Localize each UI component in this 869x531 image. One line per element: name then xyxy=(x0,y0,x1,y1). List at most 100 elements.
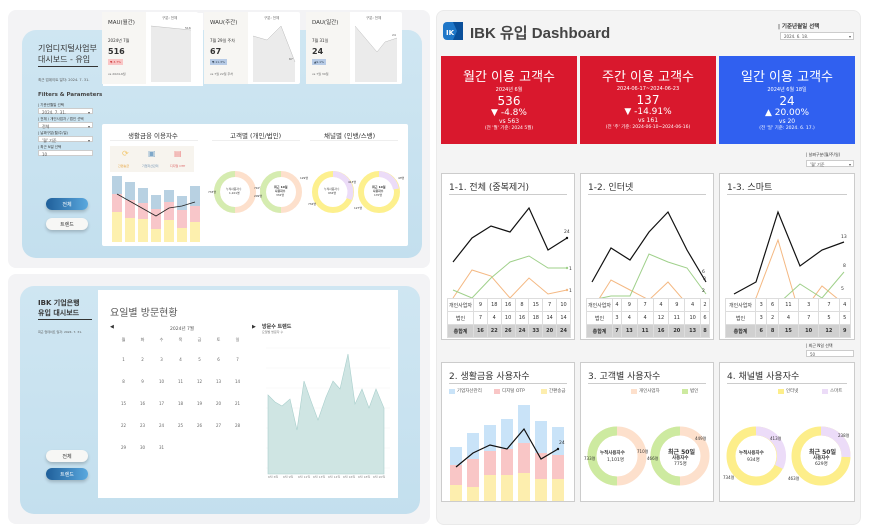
calendar-day[interactable]: 30 xyxy=(139,444,146,450)
calendar-day[interactable]: 24 xyxy=(158,422,165,428)
chevron-down-icon: ▾ xyxy=(848,162,851,167)
svg-text:8: 8 xyxy=(843,263,846,269)
weekday: 화 xyxy=(140,337,145,342)
customer-donut-recent xyxy=(260,171,302,213)
donut-center-value: 1,101명 xyxy=(607,458,625,463)
date-filter-select[interactable]: 2024. 6. 18. ▾ xyxy=(780,32,854,40)
all-button[interactable]: 전체 xyxy=(46,450,88,462)
calendar-day[interactable]: 17 xyxy=(158,400,165,406)
svg-text:6월 20일: 6월 20일 xyxy=(373,474,385,478)
calendar-day[interactable]: 3 xyxy=(160,356,163,362)
calendar-day[interactable]: 21 xyxy=(234,400,241,406)
row-label: 총합계 xyxy=(725,324,756,338)
donut-center-value: 170명 xyxy=(374,193,382,197)
calendar-day[interactable]: 8 xyxy=(122,378,125,384)
kpi-value: 536 xyxy=(497,94,521,108)
filter-date-select[interactable]: 2024. 7. 31. ▾ xyxy=(38,108,93,115)
calendar-day[interactable]: 1 xyxy=(122,356,125,362)
trend-button[interactable]: 트렌드 xyxy=(46,468,88,480)
calendar-day[interactable]: 16 xyxy=(139,400,146,406)
channel-donut-recent xyxy=(358,171,400,213)
updated-date: 최근 업데이트 일자: 2024. 7. 31. xyxy=(38,78,90,82)
calendar-day[interactable]: 6 xyxy=(217,356,220,362)
donut-center-label: 사용자수 xyxy=(373,189,384,193)
donut-left-label: 209명 xyxy=(254,194,262,198)
filter-label-type: | 전체 / 개인사업자 / 법인 선택 xyxy=(38,117,84,121)
donut-center-label: 누적사용자수 xyxy=(324,187,340,191)
calendar-day[interactable]: 23 xyxy=(139,422,146,428)
donut-center-label: 최근 50일 xyxy=(668,449,695,456)
calendar-day[interactable]: 15 xyxy=(120,400,127,406)
otp-icon: ▤ xyxy=(174,149,182,158)
donut-left-label: 734명 xyxy=(308,202,316,206)
period-filter-select[interactable]: '월' 기준 ▾ xyxy=(806,160,854,167)
kpi-monthly-users: 월간 이용 고객수 2024년 6월 536 ▼ -4.8% vs 563 (전… xyxy=(441,56,577,144)
legend-otp: 디지털 OTP xyxy=(494,388,525,394)
recent-filter-input[interactable]: 50 xyxy=(806,350,854,357)
donut-right-label: 710명 xyxy=(637,449,649,454)
calendar-week: 15 16 17 18 19 20 21 xyxy=(114,392,247,414)
panel-channel-users: 4. 채널별 사용자수 인터넷 스마트 누적사용자수 934명 734명 413… xyxy=(719,362,855,502)
calendar-day[interactable]: 7 xyxy=(236,356,239,362)
kpi-period: 2024년 6월 18일 xyxy=(767,87,807,93)
filter-recent-input[interactable]: 10 xyxy=(38,150,93,157)
donut-right-label: 413명 xyxy=(348,180,356,184)
kpi-vs: vs 20 xyxy=(778,118,796,125)
calendar-day[interactable]: 12 xyxy=(196,378,203,384)
all-button[interactable]: 전체 xyxy=(46,198,88,210)
kpi-legend: 구분: 전체 xyxy=(264,16,280,20)
row-label: 개인사업자 xyxy=(447,298,474,312)
legend-smart: 스마트 xyxy=(822,388,842,394)
calendar-day[interactable]: 25 xyxy=(177,422,184,428)
kpi-vs: vs 563 xyxy=(498,118,520,125)
calendar-day[interactable]: 13 xyxy=(215,378,222,384)
legend-juridical: 법인 xyxy=(682,388,698,394)
calendar-day[interactable]: 18 xyxy=(177,400,184,406)
row-label: 법인 xyxy=(447,311,474,325)
calendar-day[interactable]: 26 xyxy=(196,422,203,428)
date-filter-value: 2024. 6. 18. xyxy=(784,34,809,39)
kpi-period: 2024년 6월 xyxy=(495,87,523,93)
customer-donut-recent xyxy=(650,426,710,486)
calendar-day[interactable]: 20 xyxy=(215,400,222,406)
calendar-prev-button[interactable]: ◀ xyxy=(110,324,114,330)
donut-center-label: 최근 50일 xyxy=(809,449,836,456)
panel-finance-users: 2. 생활금융 사용자수 기업자산관리 디지털 OTP 간편송금 24 xyxy=(441,362,575,502)
calendar-day[interactable]: 2 xyxy=(141,356,144,362)
calendar-day[interactable]: 14 xyxy=(234,378,241,384)
filter-period-select[interactable]: '월' 기준 ▾ xyxy=(38,136,93,143)
filter-type-select[interactable]: 전체 ▾ xyxy=(38,122,93,129)
panel-total: 1-1. 전체 (중복제거) 24 14 10 개인사업자91816815710… xyxy=(441,173,575,340)
calendar-day[interactable]: 29 xyxy=(120,444,127,450)
calendar-day[interactable]: 9 xyxy=(141,378,144,384)
weekday: 토 xyxy=(216,337,221,342)
remit-icon: ⟳ xyxy=(122,149,129,158)
period-filter-value: '월' 기준 xyxy=(810,162,825,167)
panel-title: 3. 고객별 사용자수 xyxy=(588,372,661,382)
filter-type-value: 전체 xyxy=(42,124,50,129)
donut-left-label: 466명 xyxy=(647,456,659,461)
calendar-day[interactable]: 27 xyxy=(215,422,222,428)
donut-center-value: 629명 xyxy=(815,462,828,467)
mau-sparkline: 516 xyxy=(151,25,192,82)
calendar-day[interactable]: 28 xyxy=(234,422,241,428)
calendar-day[interactable]: 11 xyxy=(177,378,184,384)
kpi-vs: vs 2024-6월 xyxy=(108,72,126,76)
smart-line-chart: 13 8 xyxy=(733,210,847,298)
trend-button[interactable]: 트렌드 xyxy=(46,218,88,230)
calendar-week: 29 30 31 xyxy=(114,436,247,458)
calendar-day[interactable]: 22 xyxy=(120,422,127,428)
chevron-down-icon: ▾ xyxy=(87,138,90,143)
legend-asset: 기업자산관리 xyxy=(449,388,482,394)
kpi-title: 월간 이용 고객수 xyxy=(463,70,555,85)
calendar-day[interactable]: 4 xyxy=(179,356,182,362)
icon-label: 간편송금 xyxy=(118,164,130,168)
calendar-day[interactable]: 5 xyxy=(198,356,201,362)
calendar-day[interactable]: 31 xyxy=(158,444,165,450)
calendar-day[interactable]: 10 xyxy=(158,378,165,384)
calendar-day[interactable]: 19 xyxy=(196,400,203,406)
svg-text:24: 24 xyxy=(559,440,565,446)
wau-sparkline: 67 xyxy=(253,25,296,82)
trend-expand-button[interactable]: ▶ xyxy=(252,324,256,330)
